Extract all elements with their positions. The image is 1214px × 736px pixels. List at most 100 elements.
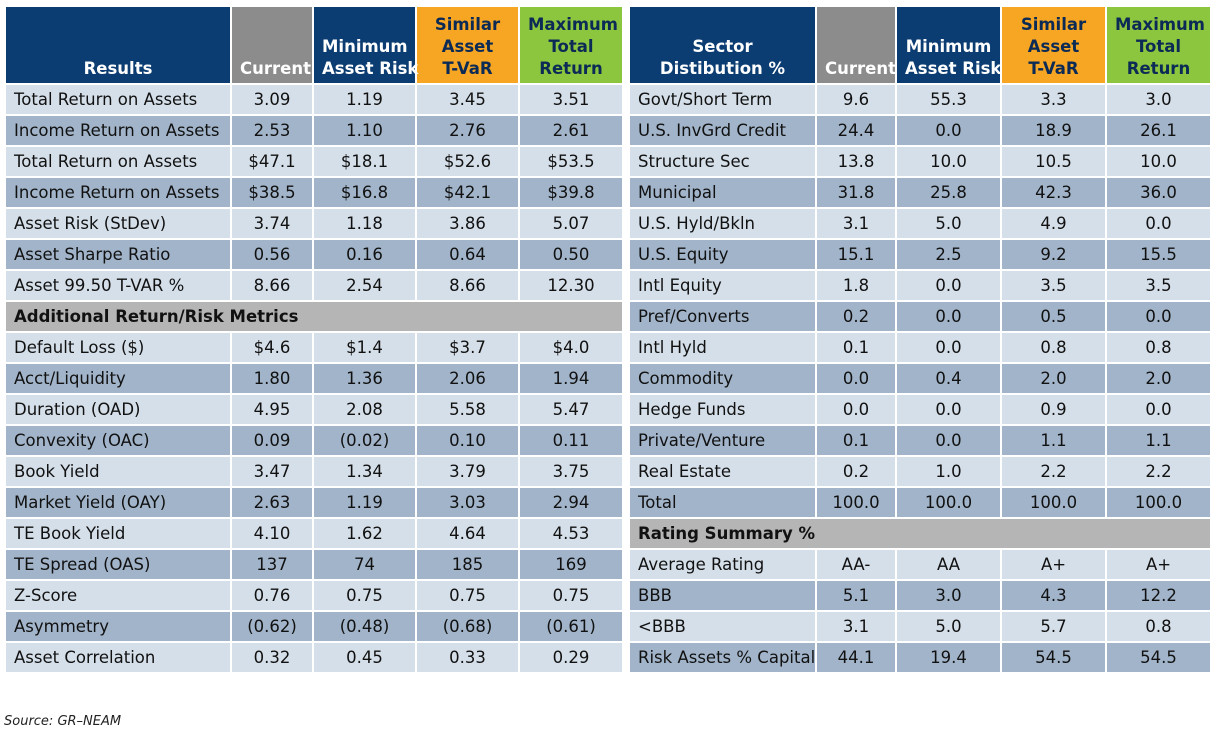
value-cell: 5.1 (815, 579, 897, 612)
header-text: Minimum (322, 37, 408, 56)
data-row: U.S. Equity 15.1 2.5 9.2 15.5 (628, 238, 1212, 271)
value-cell: $4.0 (518, 331, 624, 364)
value-cell: 0.09 (230, 424, 314, 457)
value-cell: $1.4 (312, 331, 417, 364)
value-cell: 2.63 (230, 486, 314, 519)
data-row: Asset Risk (StDev) 3.74 1.18 3.86 5.07 (4, 207, 624, 240)
value-cell: 3.86 (415, 207, 520, 240)
value-cell: 3.03 (415, 486, 520, 519)
row-label: Duration (OAD) (4, 393, 232, 426)
value-cell: 31.8 (815, 176, 897, 209)
value-cell: 0.8 (1000, 331, 1107, 364)
value-cell: 3.5 (1105, 269, 1212, 302)
value-cell: 3.5 (1000, 269, 1107, 302)
value-cell: 8.66 (415, 269, 520, 302)
value-cell: 0.0 (1105, 300, 1212, 333)
value-cell: A+ (1000, 548, 1107, 581)
value-cell: 12.30 (518, 269, 624, 302)
value-cell: 100.0 (815, 486, 897, 519)
value-cell: 0.0 (1105, 393, 1212, 426)
value-cell: 2.2 (1000, 455, 1107, 488)
value-cell: 3.3 (1000, 83, 1107, 116)
header-text: Distibution % (659, 59, 786, 78)
row-label: U.S. Equity (628, 238, 817, 271)
value-cell: 24.4 (815, 114, 897, 147)
row-label: Risk Assets % Capital (628, 641, 817, 674)
value-cell: $47.1 (230, 145, 314, 178)
header-text: Return (539, 59, 603, 78)
value-cell: 0.1 (815, 424, 897, 457)
data-row: Intl Equity 1.8 0.0 3.5 3.5 (628, 269, 1212, 302)
row-label: Hedge Funds (628, 393, 817, 426)
value-cell: 0.10 (415, 424, 520, 457)
section-row: Rating Summary % (628, 517, 1212, 550)
value-cell: 3.0 (1105, 83, 1212, 116)
value-cell: 4.64 (415, 517, 520, 550)
value-cell: 1.62 (312, 517, 417, 550)
value-cell: A+ (1105, 548, 1212, 581)
row-label: Intl Equity (628, 269, 817, 302)
value-cell: 0.33 (415, 641, 520, 674)
value-cell: 54.5 (1105, 641, 1212, 674)
row-label: Govt/Short Term (628, 83, 817, 116)
value-cell: 2.2 (1105, 455, 1212, 488)
data-row: Income Return on Assets 2.53 1.10 2.76 2.61 (4, 114, 624, 147)
value-cell: 0.4 (895, 362, 1002, 395)
header-text: Total (1135, 37, 1182, 56)
data-row: Income Return on Assets $38.5 $16.8 $42.1 $3… (4, 176, 624, 209)
data-row: Book Yield 3.47 1.34 3.79 3.75 (4, 455, 624, 488)
value-cell: 3.09 (230, 83, 314, 116)
row-label: Asset 99.50 T-VAR % (4, 269, 232, 302)
header-text: Current (240, 59, 311, 78)
value-cell: 3.0 (895, 579, 1002, 612)
value-cell: $3.7 (415, 331, 520, 364)
value-cell: 2.53 (230, 114, 314, 147)
header-cell: Sector Distibution % (628, 5, 817, 85)
value-cell: (0.62) (230, 610, 314, 643)
value-cell: $16.8 (312, 176, 417, 209)
data-row: Convexity (OAC) 0.09 (0.02) 0.10 0.11 (4, 424, 624, 457)
value-cell: 1.19 (312, 486, 417, 519)
row-label: U.S. Hyld/Bkln (628, 207, 817, 240)
value-cell: 3.79 (415, 455, 520, 488)
header-text: T-VaR (1028, 59, 1079, 78)
value-cell: 0.8 (1105, 610, 1212, 643)
value-cell: 2.5 (895, 238, 1002, 271)
value-cell: 3.75 (518, 455, 624, 488)
value-cell: 0.11 (518, 424, 624, 457)
header-cell: Current (230, 5, 314, 85)
value-cell: 0.56 (230, 238, 314, 271)
value-cell: AA- (815, 548, 897, 581)
header-cell: Minimum Asset Risk (312, 5, 418, 85)
value-cell: $52.6 (415, 145, 520, 178)
data-row: U.S. InvGrd Credit 24.4 0.0 18.9 26.1 (628, 114, 1212, 147)
header-text: Asset (441, 37, 494, 56)
row-label: TE Book Yield (4, 517, 232, 550)
data-row: Structure Sec 13.8 10.0 10.5 10.0 (628, 145, 1212, 178)
value-cell: 1.1 (1105, 424, 1212, 457)
row-label: Average Rating (628, 548, 817, 581)
row-label: <BBB (628, 610, 817, 643)
header-text: Asset (1027, 37, 1080, 56)
value-cell: 0.50 (518, 238, 624, 271)
row-label: Private/Venture (628, 424, 817, 457)
value-cell: 18.9 (1000, 114, 1107, 147)
row-label: BBB (628, 579, 817, 612)
row-label: Market Yield (OAY) (4, 486, 232, 519)
value-cell: 12.2 (1105, 579, 1212, 612)
value-cell: 9.6 (815, 83, 897, 116)
row-label: Commodity (628, 362, 817, 395)
value-cell: 54.5 (1000, 641, 1107, 674)
header-cell: Maximum Total Return (1105, 5, 1212, 85)
header-text: Results (83, 59, 153, 78)
value-cell: 0.45 (312, 641, 417, 674)
data-row: Duration (OAD) 4.95 2.08 5.58 5.47 (4, 393, 624, 426)
row-label: Asset Correlation (4, 641, 232, 674)
data-row: TE Spread (OAS) 137 74 185 169 (4, 548, 624, 581)
data-row: Asset 99.50 T-VAR % 8.66 2.54 8.66 12.30 (4, 269, 624, 302)
header-text: Maximum (528, 15, 618, 34)
row-label: U.S. InvGrd Credit (628, 114, 817, 147)
header-text: Minimum (905, 37, 992, 56)
value-cell: 3.1 (815, 207, 897, 240)
